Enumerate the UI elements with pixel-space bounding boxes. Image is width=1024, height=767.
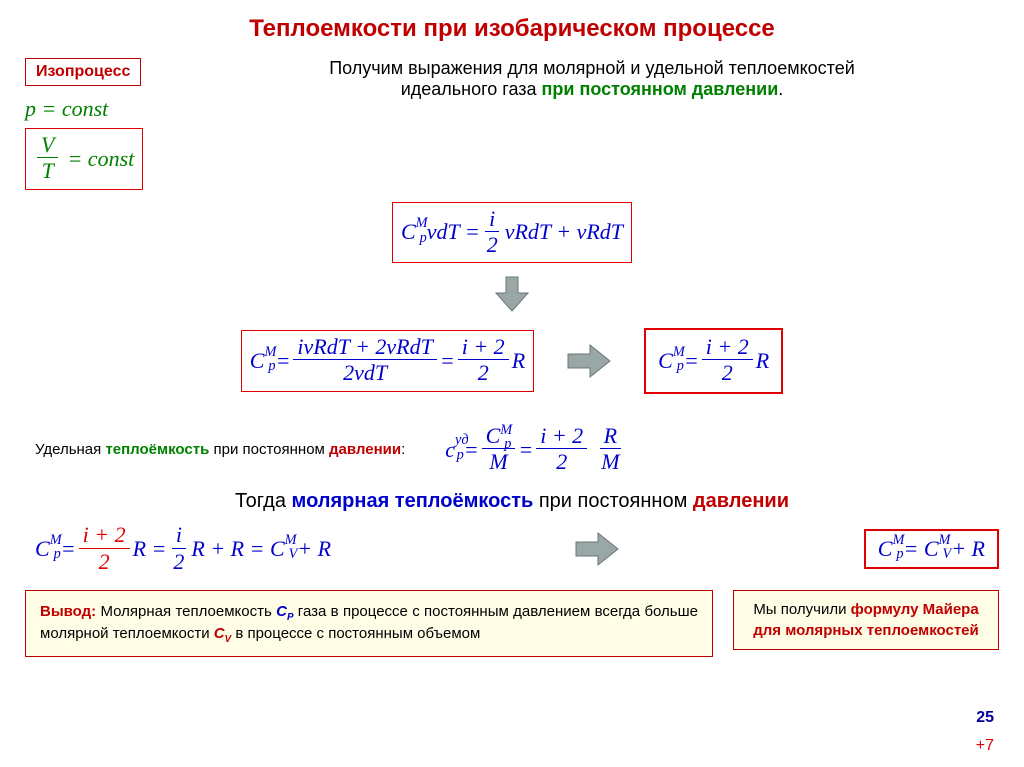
cb-cpsub: P — [287, 612, 294, 623]
eq2-tail: R — [512, 348, 525, 374]
eq2-f2d: 2 — [474, 360, 493, 386]
eq2-mid: = — [440, 348, 455, 374]
eq6-box: CMp = CMV + R — [864, 529, 999, 569]
vt-rhs: = const — [67, 146, 134, 172]
eq4-f1d: M — [485, 449, 511, 475]
vt-num: V — [37, 133, 58, 158]
vt-den: T — [38, 158, 58, 184]
cb-cp: C — [276, 603, 287, 620]
eq5-cvsub: V — [289, 546, 298, 563]
eq2-box: CMp = iνRdT + 2νRdT 2νdT = i + 2 2 R — [241, 330, 534, 392]
eq2-f2n: i + 2 — [458, 335, 509, 360]
eq4-f2d: 2 — [552, 449, 571, 475]
eq3-tail: R — [756, 348, 769, 374]
eq4-var: c — [445, 437, 455, 463]
eq5: CMp = i + 2 2 R = i 2 R + R = CMV + R — [35, 523, 331, 575]
molar-line: Тогда молярная теплоёмкость при постоянн… — [25, 490, 999, 513]
eq4: cудp = CMp M = i + 2 2 R M — [445, 424, 626, 476]
intro-text: Получим выражения для молярной и удельно… — [185, 58, 999, 100]
eq4-f3d: M — [597, 449, 623, 475]
plus-seven: +7 — [976, 737, 994, 755]
eq3-eq: = — [684, 348, 699, 374]
slide-title: Теплоемкости при изобарическом процессе — [25, 15, 999, 43]
sl-b: теплоёмкость — [105, 441, 209, 458]
eq4-f3n: R — [600, 424, 621, 449]
eq5-sub: p — [54, 546, 61, 563]
eq6-var: C — [878, 536, 893, 562]
eq5-f2n: i — [172, 523, 186, 548]
intro-line2b: при постоянном давлении — [542, 79, 779, 99]
eq1-box: CMp νdT = i 2 νRdT + νRdT — [392, 202, 632, 264]
sl-e: : — [401, 441, 405, 458]
ml-c: при постоянном — [533, 490, 693, 512]
eq6-sub: p — [896, 546, 903, 563]
eq5-mid2: R + R = C — [191, 536, 284, 562]
eq1-num: i — [485, 207, 499, 232]
cb-c: в процессе с постоянным объемом — [231, 625, 480, 642]
conclusion-box: Вывод: Молярная теплоемкость CP газа в п… — [25, 590, 713, 657]
eq2-var: C — [250, 348, 265, 374]
eq4-sub: p — [457, 447, 464, 464]
eq3-sub: p — [677, 358, 684, 375]
eq6-cvsub: V — [942, 546, 951, 563]
eq5-f1n: i + 2 — [79, 523, 130, 548]
eq3-var: C — [658, 348, 673, 374]
eq6-eq: = C — [904, 536, 939, 562]
eq4-f2n: i + 2 — [536, 424, 587, 449]
vt-const-box: V T = const — [25, 128, 143, 190]
eq4-f1nsub: p — [504, 436, 511, 452]
ml-a: Тогда — [235, 490, 292, 512]
eq3-fn: i + 2 — [702, 335, 753, 360]
p-const: p = const — [25, 96, 185, 122]
eq1-tail1: νdT = — [427, 219, 480, 245]
sl-a: Удельная — [35, 441, 105, 458]
eq1-var: C — [401, 219, 416, 245]
cb-vyvod: Вывод: — [40, 603, 96, 620]
eq1-den: 2 — [483, 232, 502, 258]
eq1-rhs: νRdT + νRdT — [505, 219, 623, 245]
eq5-eq: = — [61, 536, 76, 562]
eq2-f1d: 2νdT — [339, 360, 391, 386]
eq5-mid1: R = — [133, 536, 167, 562]
eq5-var: C — [35, 536, 50, 562]
cb-a: Молярная теплоемкость — [96, 603, 276, 620]
izoprocess-badge: Изопроцесс — [25, 58, 141, 86]
eq1-sub: p — [420, 230, 427, 247]
arrow-right-icon — [564, 341, 614, 381]
eq5-f2d: 2 — [169, 549, 188, 575]
eq4-f1nv: C — [486, 423, 501, 448]
eq3-fd: 2 — [718, 360, 737, 386]
arrow-down-icon — [492, 275, 532, 313]
cb-cv: C — [214, 625, 225, 642]
ml-d: давлении — [693, 490, 789, 512]
intro-line2a: идеального газа — [401, 79, 542, 99]
eq6-tail: + R — [951, 536, 985, 562]
mayer-box: Мы получили формулу Майера для молярных … — [733, 590, 999, 650]
page-number: 25 — [976, 709, 994, 727]
intro-row: Изопроцесс p = const V T = const Получим… — [25, 58, 999, 190]
eq4-mid: = — [518, 437, 533, 463]
ml-b: молярная теплоёмкость — [292, 490, 534, 512]
cb-cvsub: V — [225, 634, 232, 645]
sl-c: при постоянном — [209, 441, 329, 458]
sl-d: давлении — [329, 441, 401, 458]
eq2-eq: = — [276, 348, 291, 374]
eq5-f1d: 2 — [95, 549, 114, 575]
eq2-f1n: iνRdT + 2νRdT — [293, 335, 436, 360]
eq2-sub: p — [268, 358, 275, 375]
eq3-box: CMp = i + 2 2 R — [644, 328, 783, 394]
specific-label: Удельная теплоёмкость при постоянном дав… — [35, 441, 405, 458]
mb-a: Мы получили — [753, 601, 850, 618]
arrow-right-icon-2 — [572, 529, 622, 569]
intro-line1: Получим выражения для молярной и удельно… — [329, 58, 855, 78]
eq5-tail: + R — [297, 536, 331, 562]
